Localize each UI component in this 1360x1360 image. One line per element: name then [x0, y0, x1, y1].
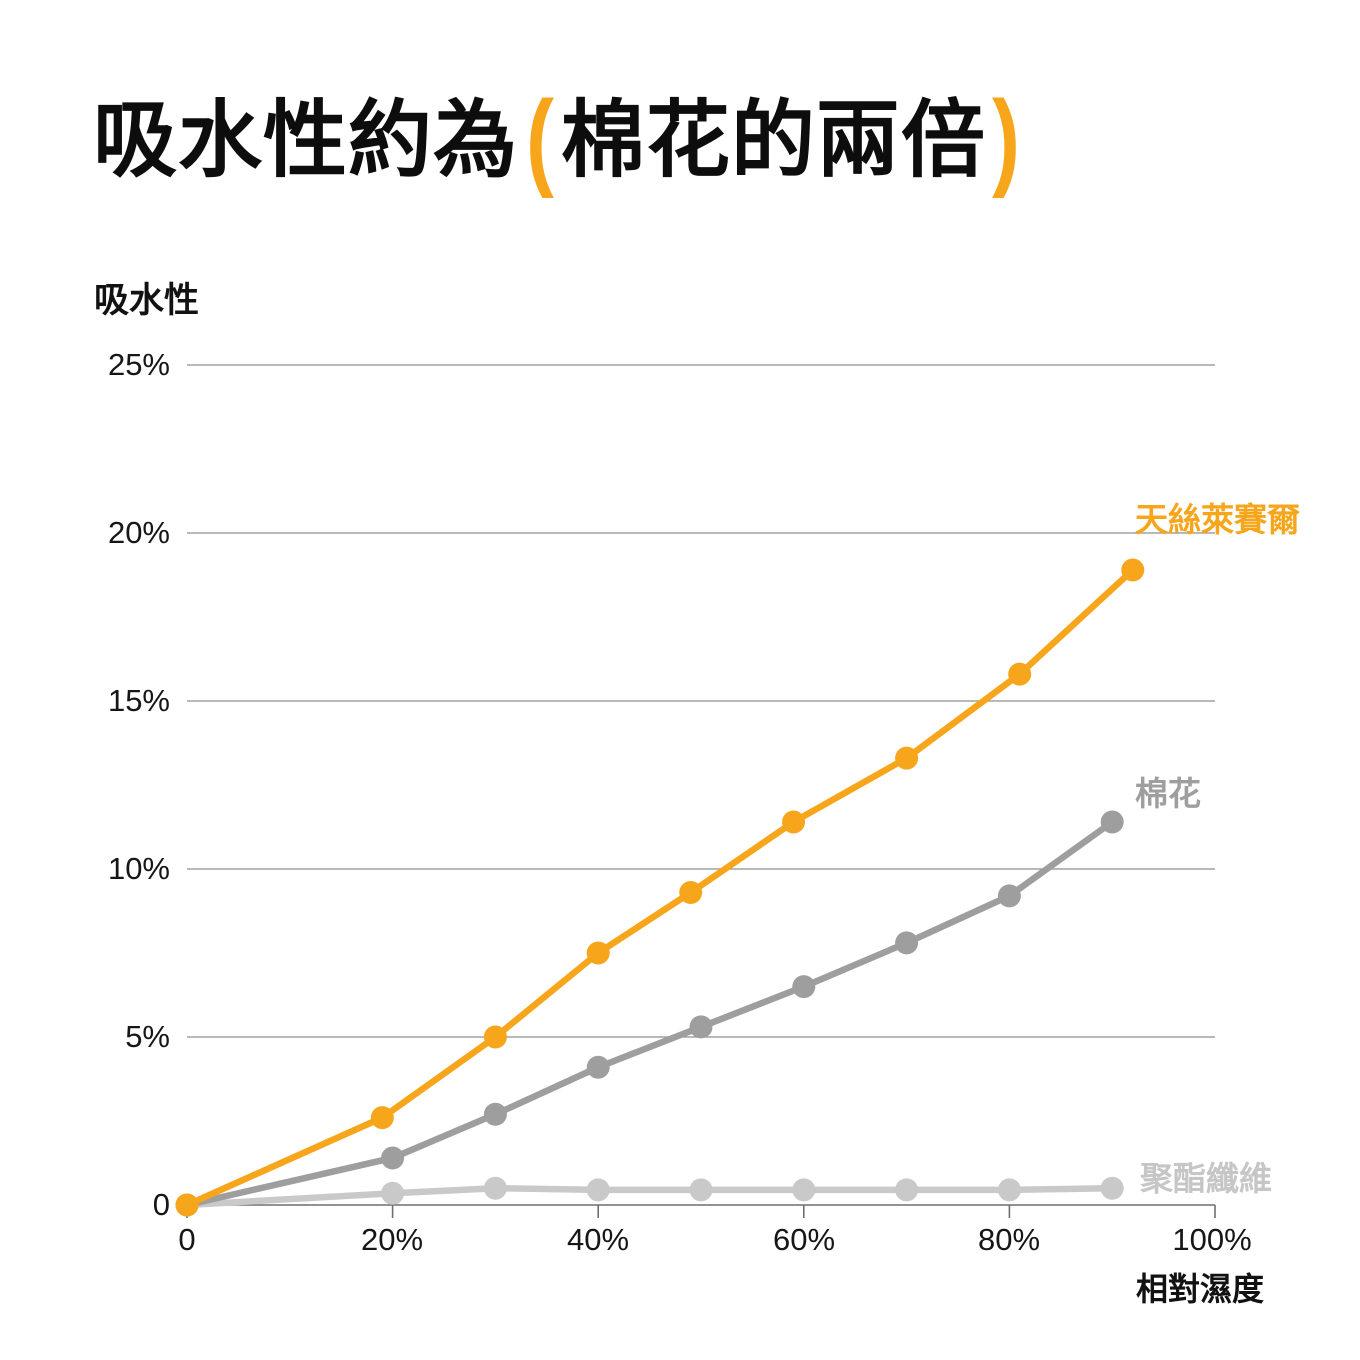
y-tick-label-25: 25%: [107, 347, 170, 382]
x-tick-label-60: 60%: [772, 1222, 836, 1257]
title-highlight: 棉花的兩倍: [561, 93, 987, 187]
x-tick-label-80: 80%: [977, 1222, 1041, 1257]
series-label-polyester: 聚酯纖維: [1140, 1160, 1272, 1197]
x-axis-title: 相對濕度: [1136, 1271, 1265, 1307]
title-open-paren: (: [526, 78, 555, 199]
series-label-cotton: 棉花: [1135, 775, 1201, 812]
y-tick-label-0: 0: [152, 1187, 170, 1222]
x-tick-label-0: 0: [178, 1222, 196, 1257]
x-tick-label-100: 100%: [1172, 1222, 1252, 1257]
x-tick-label-20: 20%: [360, 1222, 424, 1257]
page-title: 吸水性約為(棉花的兩倍): [93, 78, 1021, 198]
y-tick-label-10: 10%: [107, 851, 170, 886]
series-label-tencel-lyocell: 天絲萊賽爾: [1135, 501, 1300, 538]
y-tick-label-5: 5%: [125, 1019, 170, 1054]
y-axis-title: 吸水性: [94, 281, 200, 320]
y-tick-label-20: 20%: [107, 515, 170, 550]
y-tick-label-15: 15%: [107, 683, 170, 718]
title-close-paren: ): [992, 78, 1021, 199]
x-tick-label-40: 40%: [566, 1222, 630, 1257]
title-text-pre: 吸水性約為: [93, 93, 519, 187]
